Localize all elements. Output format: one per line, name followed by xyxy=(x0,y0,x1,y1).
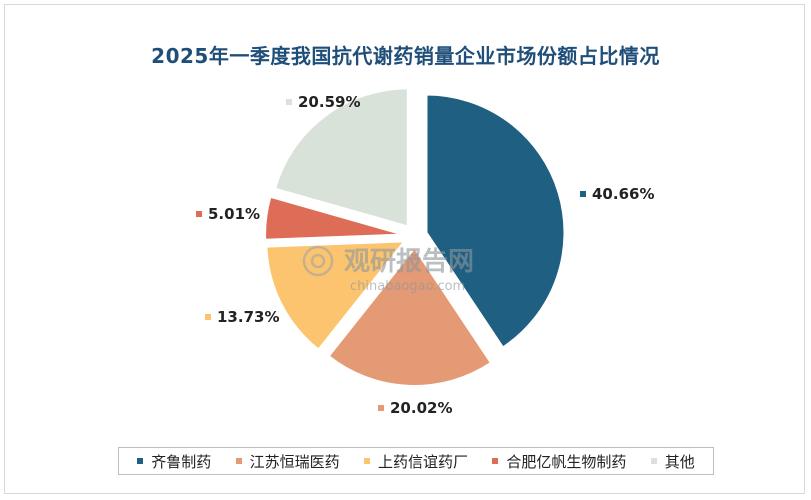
legend-swatch xyxy=(650,458,657,464)
legend-label: 上药信谊药厂 xyxy=(377,452,468,471)
data-label-marker xyxy=(286,99,292,105)
data-label: 20.59% xyxy=(298,93,360,111)
legend-swatch xyxy=(492,458,499,464)
pie-slice xyxy=(273,87,409,228)
legend-label: 江苏恒瑞医药 xyxy=(249,452,340,471)
legend-swatch xyxy=(137,458,144,464)
legend-item: 上药信谊药厂 xyxy=(363,451,468,472)
pie-slice xyxy=(265,240,407,351)
data-label: 40.66% xyxy=(592,185,654,203)
legend-item: 其他 xyxy=(650,451,695,472)
legend: 齐鲁制药 江苏恒瑞医药 上药信谊药厂 合肥亿帆生物制药 其他 xyxy=(118,447,714,475)
legend-swatch xyxy=(235,458,242,464)
legend-item: 齐鲁制药 xyxy=(137,451,211,472)
legend-item: 江苏恒瑞医药 xyxy=(235,451,340,472)
legend-label: 齐鲁制药 xyxy=(151,452,212,471)
data-label: 5.01% xyxy=(208,205,260,223)
chart-frame xyxy=(4,4,805,494)
data-label: 20.02% xyxy=(390,399,452,417)
data-label-marker xyxy=(378,405,384,411)
pie-slice xyxy=(327,246,493,387)
legend-label: 其他 xyxy=(664,452,695,471)
data-label: 13.73% xyxy=(217,308,279,326)
watermark-logo xyxy=(302,245,334,277)
data-label-marker xyxy=(196,211,202,217)
chart-title: 2025年一季度我国抗代谢药销量企业市场份额占比情况 xyxy=(151,44,660,68)
data-label-marker xyxy=(580,191,586,197)
pie-slice xyxy=(425,93,566,349)
data-label-marker xyxy=(205,314,211,320)
legend-label: 合肥亿帆生物制药 xyxy=(506,452,627,471)
watermark-sub: chinabaogao.com xyxy=(350,279,465,294)
legend-item: 合肥亿帆生物制药 xyxy=(492,451,626,472)
watermark-main: 观研报告网 xyxy=(344,246,474,277)
legend-swatch xyxy=(363,458,370,464)
pie-slice xyxy=(264,195,404,241)
watermark: 观研报告网 chinabaogao.com xyxy=(302,245,474,294)
